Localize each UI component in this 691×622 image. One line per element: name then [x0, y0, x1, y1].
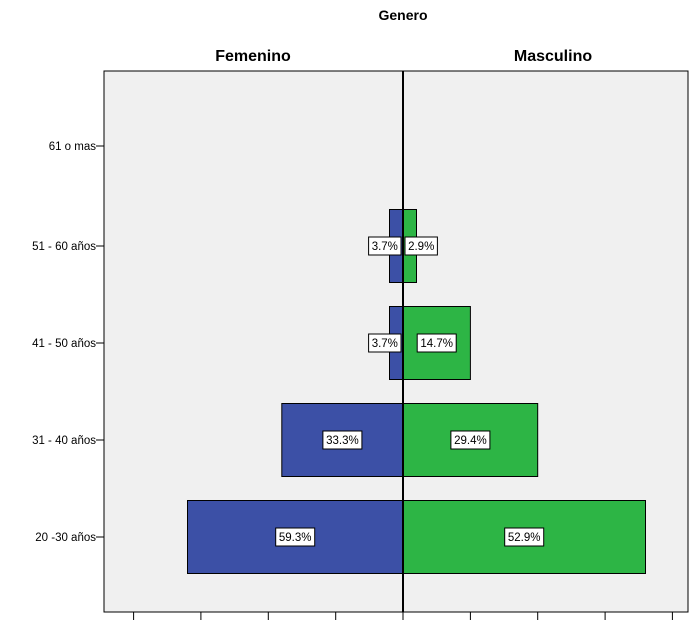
data-label-masculino-2: 14.7%	[420, 338, 453, 350]
bar-masculino-3	[402, 403, 539, 477]
data-labels-group: 3.7% 3.7% 33.3% 59.3% 2.9% 14.7% 29.4% 52.9%	[275, 236, 545, 547]
data-label-femenino-1: 3.7%	[372, 241, 398, 253]
data-label-box-femenino-2	[368, 333, 402, 353]
y-tick-label-2: 41 - 50 años	[32, 338, 96, 350]
y-axis: 61 o mas 51 - 60 años 41 - 50 años 31 - 40 …	[32, 141, 104, 544]
data-label-box-masculino-4	[504, 527, 545, 547]
data-label-box-masculino-1	[404, 236, 438, 256]
data-label-masculino-3: 29.4%	[454, 435, 487, 447]
y-tick-label-3: 31 - 40 años	[32, 435, 96, 447]
chart-title: Genero	[378, 7, 427, 23]
data-label-box-masculino-2	[416, 333, 457, 353]
data-label-femenino-4: 59.3%	[279, 532, 312, 544]
data-label-femenino-2: 3.7%	[372, 338, 398, 350]
y-tick-label-0: 61 o mas	[49, 141, 97, 153]
data-label-masculino-1: 2.9%	[408, 241, 434, 253]
y-tick-label-4: 20 -30 años	[35, 532, 96, 544]
panel-title-femenino: Femenino	[215, 48, 291, 65]
data-label-masculino-4: 52.9%	[508, 532, 541, 544]
data-label-femenino-3: 33.3%	[326, 435, 359, 447]
panel-title-masculino: Masculino	[514, 48, 592, 65]
data-label-box-femenino-3	[322, 430, 363, 450]
data-label-box-masculino-3	[450, 430, 491, 450]
data-label-box-femenino-4	[275, 527, 316, 547]
data-label-box-femenino-1	[368, 236, 402, 256]
bars-group	[187, 209, 646, 574]
y-tick-label-1: 51 - 60 años	[32, 241, 96, 253]
x-axis	[133, 612, 673, 620]
